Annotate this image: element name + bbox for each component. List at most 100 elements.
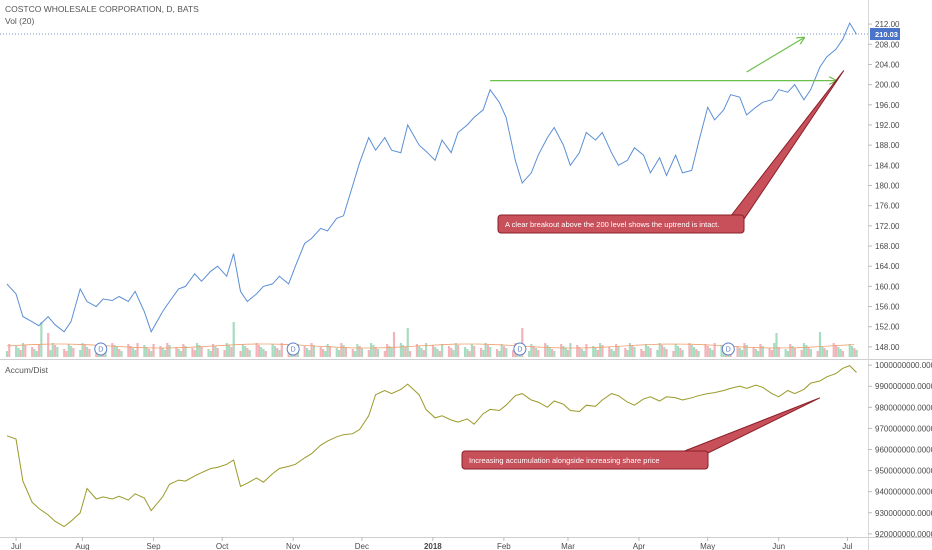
volume-bar — [608, 347, 611, 357]
volume-bar — [147, 349, 151, 357]
volume-bar — [225, 343, 228, 357]
volume-bar — [484, 343, 487, 357]
volume-bar — [193, 350, 196, 357]
volume-bar — [53, 345, 57, 357]
volume-bar — [855, 350, 858, 357]
volume-bar — [15, 346, 18, 357]
volume-bar — [658, 343, 661, 357]
volume-bar — [342, 345, 345, 357]
volume-bar — [791, 346, 794, 357]
volume-bar — [624, 348, 627, 357]
volume-bar — [129, 346, 132, 357]
price-tick-label: 148.00 — [875, 343, 900, 352]
accum-tick-label: 970000000.0000 — [875, 424, 932, 433]
volume-bar — [262, 349, 265, 357]
volume-bar — [681, 350, 684, 357]
volume-bar — [463, 347, 467, 357]
volume-bar — [127, 344, 130, 357]
volume-bar — [177, 349, 180, 357]
volume-bar — [63, 349, 66, 357]
dividend-marker — [721, 342, 735, 356]
volume-bar — [644, 344, 648, 357]
volume-bar — [466, 349, 469, 357]
time-tick-label: Dec — [355, 542, 369, 550]
time-tick-label: Oct — [216, 542, 229, 550]
volume-bar — [120, 351, 123, 357]
volume-bar — [793, 348, 796, 357]
volume-bar — [775, 333, 778, 357]
volume-bar — [816, 351, 819, 357]
price-series — [6, 22, 857, 334]
volume-bar — [560, 344, 563, 357]
price-tick-label: 188.00 — [875, 141, 900, 150]
volume-bar — [328, 346, 331, 357]
volume-bar — [521, 328, 524, 357]
accum-tick-label: 950000000.0000 — [875, 467, 932, 476]
accum-tick-label: 920000000.0000 — [875, 530, 932, 539]
volume-bar — [166, 343, 169, 357]
volume-bar — [136, 343, 139, 357]
accum-dist-series — [6, 365, 857, 528]
volume-bar — [65, 351, 68, 357]
price-tick-label: 160.00 — [875, 282, 900, 291]
volume-bar — [175, 347, 178, 357]
volume-bar — [713, 343, 716, 357]
volume-bar — [131, 348, 135, 357]
time-tick-label: Jun — [772, 542, 785, 550]
volume-bar — [562, 346, 565, 357]
volume-bar — [305, 348, 309, 357]
volume-bar — [35, 351, 38, 357]
volume-bar — [807, 347, 810, 357]
volume-bar — [450, 348, 453, 357]
volume-bar — [500, 344, 503, 357]
volume-bar — [69, 346, 73, 357]
volume-bar — [434, 347, 437, 357]
volume-bar — [86, 347, 89, 357]
volume-bar — [626, 350, 629, 357]
volume-bar — [457, 345, 460, 357]
price-tick-label: 204.00 — [875, 60, 900, 69]
volume-bar — [633, 347, 636, 357]
breakout-note-text: A clear breakout above the 200 level sho… — [505, 220, 719, 229]
volume-bar — [264, 351, 267, 357]
volume-bar — [848, 344, 851, 357]
price-tick-label: 164.00 — [875, 262, 900, 271]
volume-bar — [420, 348, 423, 357]
price-tick-label: 180.00 — [875, 182, 900, 191]
volume-bar — [431, 345, 435, 357]
volume-bar — [512, 350, 515, 357]
time-tick-label: Mar — [561, 542, 575, 550]
volume-bar — [569, 343, 572, 357]
volume-bar — [610, 349, 613, 357]
volume-bar — [392, 332, 396, 357]
volume-bar — [49, 350, 52, 357]
volume-bar — [672, 351, 675, 357]
volume-bar — [415, 344, 419, 357]
volume-bar — [532, 346, 535, 357]
time-tick-label: Jul — [11, 542, 21, 550]
volume-bar — [564, 348, 567, 357]
volume-bar — [374, 347, 377, 357]
volume-bar — [550, 349, 554, 357]
volume-bar — [690, 345, 693, 357]
volume-bar — [576, 345, 579, 357]
volume-bar — [351, 349, 354, 357]
volume-bar — [580, 349, 583, 357]
volume-bar — [276, 348, 279, 357]
volume-bar — [649, 348, 652, 357]
volume-bar — [711, 350, 714, 357]
volume-bar — [839, 349, 842, 357]
volume-moving-average — [6, 343, 855, 349]
volume-bar — [789, 344, 792, 357]
annotation-layer: D D D D 210.03 A clear breakout above the 200… — [0, 28, 900, 470]
volume-bar — [720, 345, 723, 357]
volume-bar — [761, 346, 764, 357]
time-tick-label: 2018 — [424, 542, 442, 550]
volume-bar — [647, 346, 650, 357]
volume-bar — [81, 343, 84, 357]
volume-bar — [161, 348, 164, 357]
volume-bar — [273, 346, 277, 357]
volume-bar — [152, 344, 155, 357]
time-tick-label: May — [700, 542, 715, 550]
volume-bar — [818, 332, 822, 357]
